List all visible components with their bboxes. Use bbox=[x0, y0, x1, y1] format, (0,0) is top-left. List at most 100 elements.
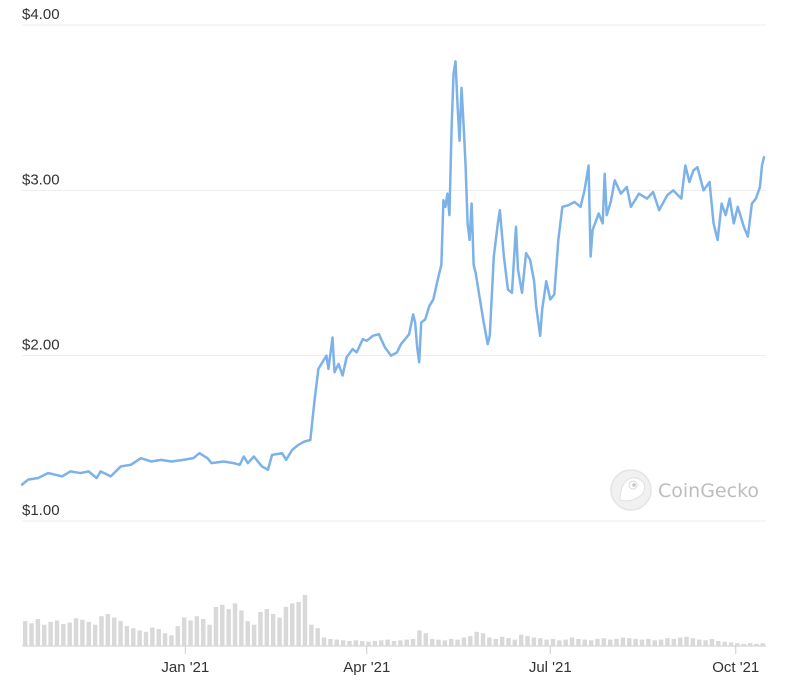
volume-bar bbox=[321, 637, 327, 646]
volume-bar bbox=[201, 619, 206, 646]
volume-bar bbox=[607, 639, 613, 646]
volume-bar bbox=[588, 640, 594, 646]
volume-bar bbox=[557, 640, 562, 646]
volume-bar bbox=[366, 641, 371, 646]
volume-bar bbox=[137, 630, 142, 646]
volume-bar bbox=[67, 622, 72, 646]
volume-bar bbox=[429, 638, 435, 646]
volume-bar bbox=[131, 628, 136, 646]
volume-bar bbox=[379, 640, 384, 646]
volume-bar bbox=[703, 640, 708, 646]
volume-bar bbox=[404, 639, 409, 646]
volume-bar bbox=[385, 639, 390, 646]
volume-bar bbox=[538, 638, 543, 646]
volume-bar bbox=[417, 630, 422, 646]
volume-bar bbox=[220, 604, 225, 646]
volume-bar bbox=[42, 624, 47, 646]
volume-bar bbox=[410, 638, 416, 646]
volume-bar bbox=[716, 641, 721, 646]
x-tick-label: Jan '21 bbox=[161, 659, 209, 676]
volume-bar bbox=[111, 617, 117, 646]
volume-bar bbox=[754, 643, 759, 646]
volume-bar bbox=[728, 642, 734, 646]
gecko-logo-icon bbox=[610, 469, 652, 511]
volume-bar bbox=[709, 638, 715, 646]
x-tick-label: Apr '21 bbox=[343, 659, 390, 676]
volume-bar bbox=[423, 633, 429, 646]
volume-bar bbox=[143, 631, 149, 646]
volume-bar bbox=[684, 636, 689, 646]
volume-bar bbox=[652, 640, 657, 646]
volume-bar bbox=[124, 626, 130, 646]
volume-bar bbox=[506, 638, 511, 646]
volume-bar bbox=[61, 623, 66, 646]
volume-bar bbox=[302, 594, 308, 646]
volume-bar bbox=[296, 601, 301, 646]
volume-bar bbox=[646, 638, 651, 646]
volume-bar bbox=[595, 638, 600, 646]
volume-bar bbox=[328, 638, 333, 646]
volume-bar bbox=[512, 639, 518, 646]
volume-bar bbox=[48, 621, 53, 646]
volume-bar bbox=[582, 639, 587, 646]
volume-bar bbox=[671, 638, 677, 646]
volume-bar bbox=[245, 621, 250, 646]
volume-bar bbox=[334, 639, 339, 646]
grid-lines bbox=[22, 24, 766, 654]
volume-bar bbox=[677, 637, 683, 646]
volume-bar bbox=[175, 626, 181, 646]
volume-bar bbox=[54, 620, 60, 646]
volume-bar bbox=[474, 631, 479, 646]
volume-bar bbox=[118, 621, 123, 646]
volume-bar bbox=[270, 614, 276, 646]
volume-bar bbox=[353, 640, 359, 646]
volume-bar bbox=[29, 623, 34, 646]
volume-bar bbox=[232, 603, 238, 646]
volume-bar bbox=[747, 643, 753, 646]
price-line bbox=[20, 60, 766, 486]
volume-bar bbox=[633, 638, 638, 646]
price-line-series bbox=[20, 60, 766, 486]
volume-bar bbox=[258, 611, 263, 646]
volume-bar bbox=[264, 609, 270, 646]
volume-bar bbox=[398, 640, 403, 646]
volume-bar bbox=[283, 606, 289, 646]
volume-bar bbox=[493, 638, 498, 646]
volume-bar bbox=[665, 638, 670, 646]
volume-bar bbox=[620, 637, 626, 646]
volume-bar bbox=[735, 643, 740, 646]
volume-bar bbox=[150, 627, 155, 646]
volume-bar bbox=[601, 638, 607, 646]
y-tick-label: $2.00 bbox=[22, 337, 60, 354]
volume-bar bbox=[690, 638, 696, 646]
x-tick-label: Oct '21 bbox=[712, 659, 759, 676]
volume-bar bbox=[290, 603, 295, 646]
x-tick-label: Jul '21 bbox=[529, 659, 572, 676]
volume-bar bbox=[156, 628, 161, 646]
volume-bar bbox=[639, 639, 645, 646]
volume-bar bbox=[181, 617, 187, 646]
volume-bar bbox=[169, 635, 174, 646]
volume-bar bbox=[340, 640, 346, 646]
volume-bar bbox=[35, 619, 41, 646]
volume-bar bbox=[697, 639, 702, 646]
volume-bar bbox=[226, 609, 231, 646]
volume-bar bbox=[468, 636, 473, 646]
volume-bar bbox=[207, 624, 212, 646]
volume-bar bbox=[722, 641, 727, 646]
volume-bar bbox=[760, 643, 766, 646]
volume-bar bbox=[461, 637, 467, 646]
volume-bar bbox=[213, 606, 219, 646]
y-tick-label: $4.00 bbox=[22, 6, 60, 23]
volume-bar bbox=[531, 637, 537, 646]
volume-bar bbox=[92, 624, 98, 646]
volume-bar bbox=[99, 616, 104, 646]
volume-bar bbox=[391, 641, 397, 646]
volume-bar bbox=[576, 638, 581, 646]
volume-bar bbox=[614, 638, 619, 646]
watermark-label: CoinGecko bbox=[658, 480, 759, 502]
volume-bar bbox=[277, 617, 282, 646]
volume-bar bbox=[86, 621, 91, 646]
volume-bar bbox=[372, 641, 378, 646]
volume-bar bbox=[455, 639, 460, 646]
